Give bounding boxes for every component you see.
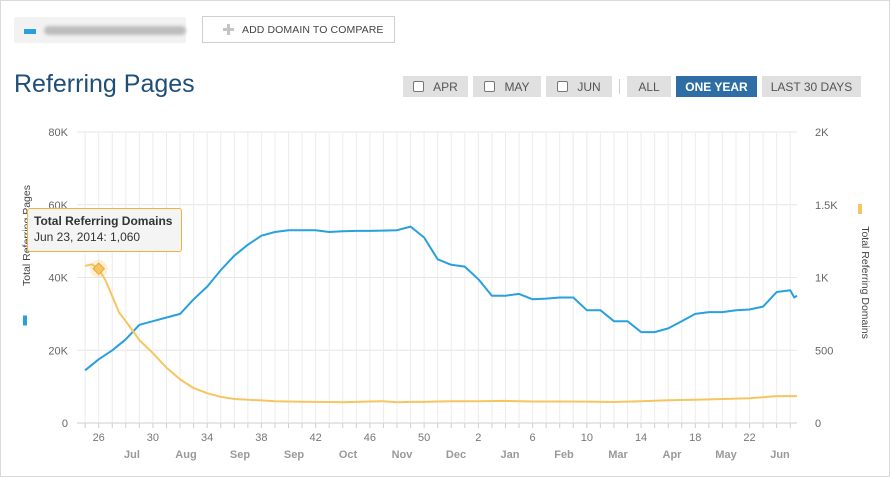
range-all-button[interactable]: ALL: [627, 76, 671, 97]
y-right-tick-label: 1K: [815, 273, 829, 285]
month-toggle-jun[interactable]: JUN: [546, 76, 612, 97]
month-toggle-may[interactable]: MAY: [473, 76, 541, 97]
x-month-label: Jul: [124, 449, 140, 461]
domain-chip: [14, 17, 186, 43]
x-month-label: Sep: [284, 449, 304, 461]
y-axis-right-ticks: 0 500 1K 1.5K 2K: [815, 127, 838, 430]
y-right-axis-title: Total Referring Domains: [859, 226, 871, 339]
tooltip-value: Jun 23, 2014: 1,060: [34, 230, 141, 244]
x-tick-label: 38: [255, 432, 267, 444]
x-tick-label: 50: [418, 432, 430, 444]
range-last-30-days-button[interactable]: LAST 30 DAYS: [762, 76, 861, 97]
x-tick-label: 26: [93, 432, 105, 444]
x-tick-label: 6: [530, 432, 536, 444]
toolbar-divider: [619, 79, 620, 94]
y-left-tick-label: 40K: [48, 273, 68, 285]
checkbox-icon[interactable]: [413, 81, 425, 92]
chart-tooltip: Total Referring Domains Jun 23, 2014: 1,…: [27, 208, 182, 252]
x-month-label: Apr: [663, 449, 683, 461]
x-month-label: Feb: [554, 449, 574, 461]
range-one-year-button[interactable]: ONE YEAR: [676, 76, 757, 97]
chart-grid: [77, 131, 797, 424]
x-tick-label: 10: [581, 432, 593, 444]
y-left-tick-label: 80K: [48, 127, 68, 139]
x-tick-label: 14: [635, 432, 647, 444]
highlight-point: [92, 262, 106, 276]
x-month-label: May: [715, 449, 737, 461]
checkbox-icon[interactable]: [557, 81, 569, 92]
y-left-tick-label: 20K: [48, 345, 68, 357]
checkbox-icon[interactable]: [484, 81, 496, 92]
series-line-referring-domains: [84, 263, 797, 404]
month-toggle-apr[interactable]: APR: [403, 76, 468, 97]
y-right-tick-label: 0: [815, 418, 821, 430]
x-tick-label: 34: [201, 432, 213, 444]
x-month-label: Oct: [339, 449, 358, 461]
y-left-tick-label: 0: [62, 418, 68, 430]
x-month-label: Jun: [770, 449, 790, 461]
x-month-label: Mar: [608, 449, 628, 461]
chart-lines: [84, 225, 798, 404]
add-domain-label: ADD DOMAIN TO COMPARE: [242, 23, 384, 36]
legend-swatch-referring-domains: [858, 204, 862, 214]
x-tick-label: 42: [310, 432, 322, 444]
series-color-swatch: [24, 29, 36, 34]
y-right-tick-label: 1.5K: [815, 200, 838, 212]
month-label-jun: JUN: [577, 79, 601, 94]
add-domain-button[interactable]: ADD DOMAIN TO COMPARE: [202, 16, 395, 43]
y-right-tick-label: 2K: [815, 127, 829, 139]
plus-icon: [223, 24, 234, 35]
x-month-label: Jan: [501, 449, 520, 461]
x-month-label: Nov: [392, 449, 414, 461]
x-month-label: Dec: [446, 449, 466, 461]
page-title: Referring Pages: [14, 70, 195, 98]
legend-swatch-referring-pages: [23, 315, 27, 326]
x-tick-label: 22: [743, 432, 755, 444]
x-month-label: Aug: [175, 449, 196, 461]
domain-name-redacted: [44, 26, 186, 35]
x-tick-label: 18: [689, 432, 701, 444]
x-tick-label: 2: [475, 432, 481, 444]
highlight-marker: [89, 259, 108, 278]
x-tick-label: 30: [147, 432, 159, 444]
x-month-label: Sep: [230, 449, 250, 461]
y-right-tick-label: 500: [815, 345, 833, 357]
month-label-apr: APR: [433, 79, 458, 94]
x-tick-label: 46: [364, 432, 376, 444]
tooltip-title: Total Referring Domains: [34, 214, 173, 228]
series-line-referring-pages: [84, 225, 798, 372]
month-label-may: MAY: [504, 79, 530, 94]
